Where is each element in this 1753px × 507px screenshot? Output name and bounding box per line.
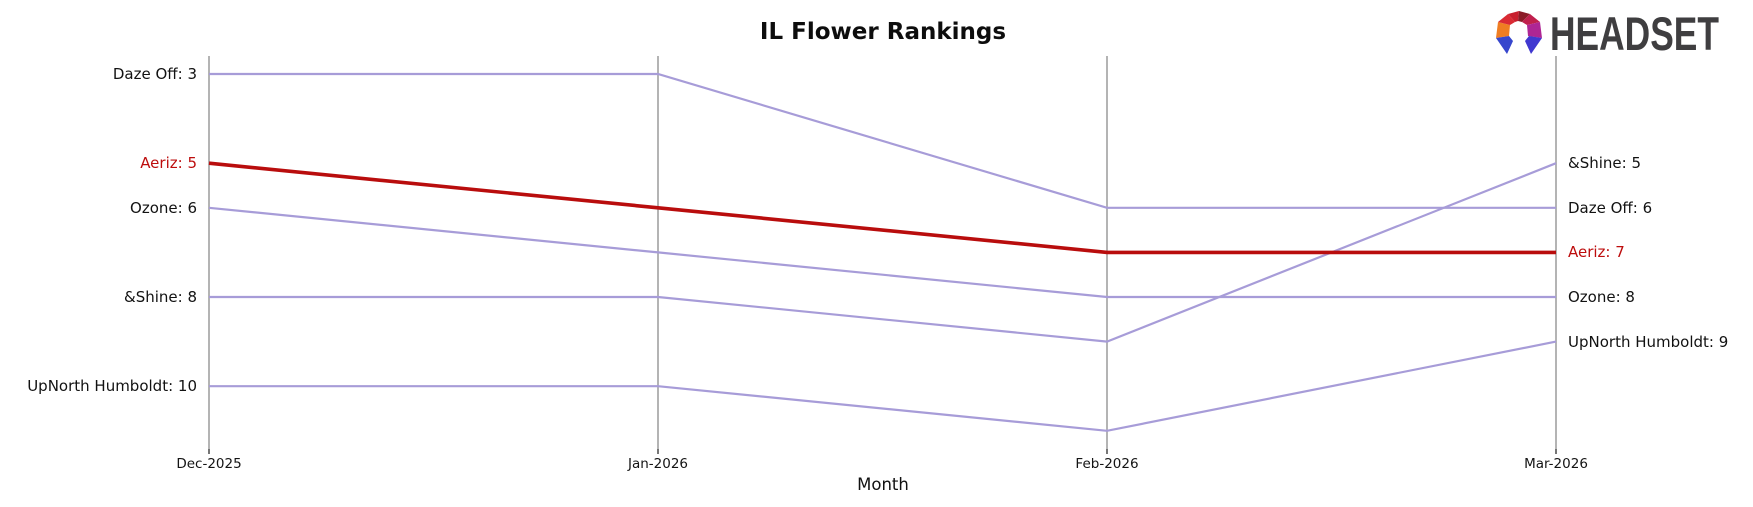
x-tick-label-feb-2026: Feb-2026 (1075, 456, 1139, 472)
rank-label-right-shine-5: &Shine: 5 (1568, 154, 1641, 173)
rank-label-right-daze-off-6: Daze Off: 6 (1568, 198, 1653, 217)
series-line-aeriz (208, 161, 1556, 255)
rank-label-left-daze-off-3: Daze Off: 3 (112, 65, 197, 83)
headset-logo: HEADSET (1494, 10, 1722, 60)
x-axis-title: Month (857, 475, 909, 494)
series-line-ozone (208, 206, 1556, 299)
page-title: IL Flower Rankings (759, 19, 1007, 45)
headset-logo-text: HEADSET (1550, 10, 1719, 58)
headset-logo-wordmark: HEADSET (1550, 10, 1719, 58)
series-line-upnorth-humboldt (209, 340, 1557, 432)
rank-label-right-ozone-8: Ozone: 8 (1568, 288, 1635, 306)
rank-label-left-upnorth-humboldt-10: UpNorth Humboldt: 10 (27, 377, 197, 396)
x-tick-label-jan-2026: Jan-2026 (627, 456, 689, 472)
rank-label-right-upnorth-humboldt-9: UpNorth Humboldt: 9 (1568, 332, 1729, 351)
x-tick-label-dec-2025: Dec-2025 (176, 456, 242, 472)
rank-label-left-ozone-6: Ozone: 6 (130, 198, 197, 217)
rank-label-left-aeriz-5: Aeriz: 5 (140, 154, 197, 173)
series-line-daze-off (209, 72, 1556, 209)
rank-label-right-aeriz-7: Aeriz: 7 (1568, 243, 1625, 262)
headset-logo-icon (1496, 11, 1542, 54)
rank-label-left-shine-8: &Shine: 8 (124, 288, 197, 306)
x-tick-label-mar-2026: Mar-2026 (1524, 456, 1588, 472)
